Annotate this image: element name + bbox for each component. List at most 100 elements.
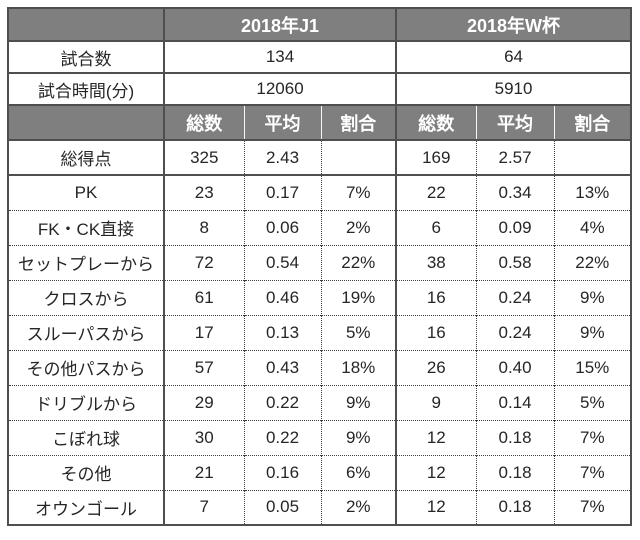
table-row-minutes: 試合時間(分) 12060 5910 [8, 72, 632, 105]
cell: 0.18 [476, 419, 555, 455]
row-label: スルーパスから [8, 314, 165, 350]
cell: 0.46 [244, 279, 322, 315]
row-label: オウンゴール [8, 489, 165, 525]
cell: 61 [164, 279, 245, 315]
cell: 6% [321, 454, 398, 490]
table-row: クロスから 61 0.46 19% 16 0.24 9% [8, 279, 632, 315]
table-row: セットプレーから 72 0.54 22% 38 0.58 22% [8, 244, 632, 280]
table-row-matches: 試合数 134 64 [8, 40, 632, 73]
cell: 22 [396, 174, 477, 210]
header-row-groups: 2018年J1 2018年W杯 [8, 8, 632, 41]
cell: 134 [164, 40, 398, 73]
cell: 9% [554, 314, 632, 350]
header-row-subcolumns: 総数 平均 割合 総数 平均 割合 [8, 104, 632, 140]
cell: 7 [164, 489, 245, 525]
row-label: クロスから [8, 279, 165, 315]
cell: 0.18 [476, 454, 555, 490]
cell: 72 [164, 244, 245, 280]
cell: 0.22 [244, 419, 322, 455]
cell: 16 [396, 279, 477, 315]
cell: 0.54 [244, 244, 322, 280]
cell: 325 [164, 139, 245, 175]
cell: 2.57 [476, 139, 555, 175]
row-label: その他 [8, 454, 165, 490]
cell: 2% [321, 209, 398, 245]
cell [554, 139, 632, 175]
cell: 12060 [164, 72, 398, 105]
cell: 0.22 [244, 384, 322, 420]
cell: 4% [554, 209, 632, 245]
cell: 29 [164, 384, 245, 420]
corner-cell [8, 104, 165, 140]
row-label: 試合時間(分) [8, 72, 165, 105]
corner-cell [8, 8, 165, 41]
cell: 38 [396, 244, 477, 280]
cell: 9% [321, 419, 398, 455]
cell: 0.34 [476, 174, 555, 210]
cell: 2% [321, 489, 398, 525]
cell: 12 [396, 489, 477, 525]
cell: 0.14 [476, 384, 555, 420]
column-header: 割合 [554, 104, 632, 140]
table-row: その他 21 0.16 6% 12 0.18 7% [8, 454, 632, 490]
cell: 15% [554, 349, 632, 385]
row-label: ドリブルから [8, 384, 165, 420]
cell: 17 [164, 314, 245, 350]
table-row: PK 23 0.17 7% 22 0.34 13% [8, 174, 632, 210]
cell: 21 [164, 454, 245, 490]
row-label: PK [8, 174, 165, 210]
cell: 0.40 [476, 349, 555, 385]
row-label: 試合数 [8, 40, 165, 73]
table-row-total: 総得点 325 2.43 169 2.57 [8, 139, 632, 175]
table-row: ドリブルから 29 0.22 9% 9 0.14 5% [8, 384, 632, 420]
cell: 22% [321, 244, 398, 280]
cell: 12 [396, 454, 477, 490]
cell: 0.05 [244, 489, 322, 525]
cell: 5% [554, 384, 632, 420]
cell: 0.06 [244, 209, 322, 245]
row-label: こぼれ球 [8, 419, 165, 455]
cell: 7% [554, 419, 632, 455]
cell: 0.24 [476, 279, 555, 315]
cell: 9% [554, 279, 632, 315]
row-label: セットプレーから [8, 244, 165, 280]
column-header: 総数 [164, 104, 245, 140]
cell [321, 139, 398, 175]
cell: 0.16 [244, 454, 322, 490]
cell: 26 [396, 349, 477, 385]
cell: 0.58 [476, 244, 555, 280]
cell: 7% [321, 174, 398, 210]
cell: 6 [396, 209, 477, 245]
cell: 8 [164, 209, 245, 245]
cell: 23 [164, 174, 245, 210]
cell: 12 [396, 419, 477, 455]
cell: 57 [164, 349, 245, 385]
cell: 0.09 [476, 209, 555, 245]
cell: 9% [321, 384, 398, 420]
cell: 0.13 [244, 314, 322, 350]
cell: 0.18 [476, 489, 555, 525]
column-header: 総数 [396, 104, 477, 140]
column-header: 平均 [476, 104, 555, 140]
cell: 7% [554, 454, 632, 490]
cell: 0.43 [244, 349, 322, 385]
cell: 18% [321, 349, 398, 385]
column-group-wcup: 2018年W杯 [396, 8, 632, 41]
cell: 5910 [396, 72, 632, 105]
row-label: その他パスから [8, 349, 165, 385]
column-header: 割合 [321, 104, 398, 140]
cell: 30 [164, 419, 245, 455]
row-label: FK・CK直接 [8, 209, 165, 245]
table-row: オウンゴール 7 0.05 2% 12 0.18 7% [8, 489, 632, 525]
cell: 0.24 [476, 314, 555, 350]
cell: 169 [396, 139, 477, 175]
table-row: こぼれ球 30 0.22 9% 12 0.18 7% [8, 419, 632, 455]
stats-table: 2018年J1 2018年W杯 試合数 134 64 試合時間(分) 12060… [7, 7, 633, 526]
row-label: 総得点 [8, 139, 165, 175]
column-header: 平均 [244, 104, 322, 140]
table-row: スルーパスから 17 0.13 5% 16 0.24 9% [8, 314, 632, 350]
cell: 9 [396, 384, 477, 420]
cell: 2.43 [244, 139, 322, 175]
cell: 22% [554, 244, 632, 280]
